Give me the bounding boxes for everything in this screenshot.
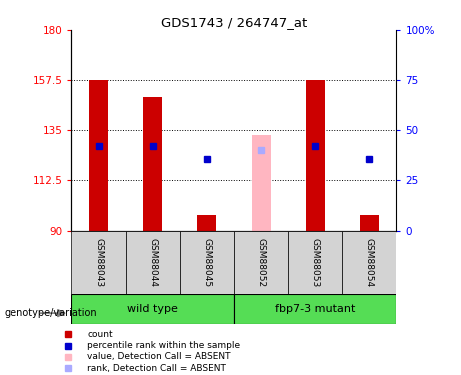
Bar <box>342 231 396 294</box>
Bar <box>71 294 234 324</box>
Text: fbp7-3 mutant: fbp7-3 mutant <box>275 304 355 314</box>
Text: GSM88045: GSM88045 <box>202 238 212 287</box>
Bar <box>234 294 396 324</box>
Bar <box>306 80 325 231</box>
Text: rank, Detection Call = ABSENT: rank, Detection Call = ABSENT <box>88 364 226 373</box>
Text: genotype/variation: genotype/variation <box>5 308 97 318</box>
Bar <box>234 231 288 294</box>
Text: GSM88053: GSM88053 <box>311 238 320 287</box>
Bar <box>180 231 234 294</box>
Text: percentile rank within the sample: percentile rank within the sample <box>88 341 241 350</box>
Title: GDS1743 / 264747_at: GDS1743 / 264747_at <box>161 16 307 29</box>
Text: GSM88052: GSM88052 <box>256 238 266 287</box>
Text: count: count <box>88 330 113 339</box>
Text: wild type: wild type <box>127 304 178 314</box>
Text: GSM88044: GSM88044 <box>148 238 157 287</box>
Bar <box>89 80 108 231</box>
Text: GSM88043: GSM88043 <box>94 238 103 287</box>
Bar <box>288 231 342 294</box>
Bar <box>125 231 180 294</box>
Bar <box>252 135 271 231</box>
Bar <box>197 215 216 231</box>
Bar <box>143 97 162 231</box>
Text: value, Detection Call = ABSENT: value, Detection Call = ABSENT <box>88 352 231 362</box>
Bar <box>360 215 379 231</box>
Text: GSM88054: GSM88054 <box>365 238 374 287</box>
Bar <box>71 231 125 294</box>
